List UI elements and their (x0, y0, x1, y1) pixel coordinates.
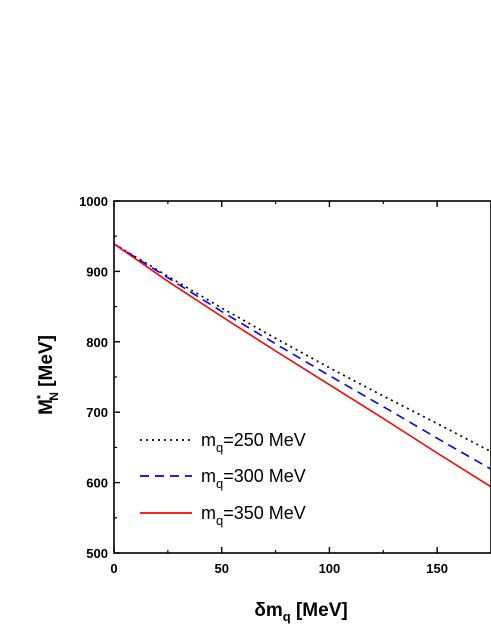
legend-label-2: mq=300 MeV (201, 466, 306, 491)
y-tick-label: 800 (86, 335, 108, 350)
x-axis-title: δmq [MeV] (254, 600, 347, 624)
plot-lines (113, 243, 491, 488)
series-line-1 (113, 243, 491, 453)
series-line-3 (113, 243, 491, 488)
tick-labels: 0 50 100 150 500 600 700 800 900 1000 (79, 194, 448, 576)
y-tick-label: 500 (86, 546, 108, 561)
y-tick-label: 900 (86, 264, 108, 279)
plot-frame (113, 200, 491, 554)
legend-label-1: mq=250 MeV (201, 430, 306, 455)
y-tick-label: 1000 (79, 194, 108, 209)
y-tick-label: 600 (86, 476, 108, 491)
axis-ticks (113, 200, 438, 554)
x-tick-label: 100 (319, 561, 341, 576)
x-tick-label: 0 (110, 561, 117, 576)
y-tick-label: 700 (86, 405, 108, 420)
legend: mq=250 MeV mq=300 MeV mq=350 MeV (140, 430, 306, 528)
x-tick-label: 150 (426, 561, 448, 576)
y-axis-title: M*N [MeV] (35, 335, 61, 415)
legend-label-3: mq=350 MeV (201, 503, 306, 528)
x-tick-label: 50 (214, 561, 228, 576)
series-line-2 (113, 243, 491, 470)
